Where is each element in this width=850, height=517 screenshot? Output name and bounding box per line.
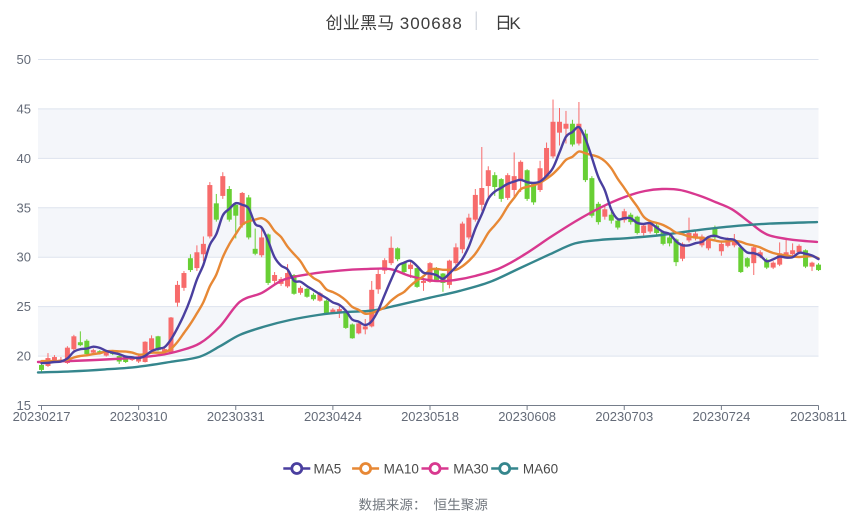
svg-text:15: 15 xyxy=(17,398,31,413)
svg-text:20230703: 20230703 xyxy=(595,409,653,424)
svg-text:30: 30 xyxy=(17,250,31,265)
svg-text:20230724: 20230724 xyxy=(692,409,750,424)
svg-text:20230608: 20230608 xyxy=(498,409,556,424)
svg-text:MA10: MA10 xyxy=(384,461,419,476)
svg-text:K: K xyxy=(509,14,521,33)
svg-text:35: 35 xyxy=(17,200,31,215)
svg-text:45: 45 xyxy=(17,101,31,116)
svg-text:20230424: 20230424 xyxy=(304,409,362,424)
svg-text:MA60: MA60 xyxy=(523,461,558,476)
svg-text:300688: 300688 xyxy=(400,14,462,33)
svg-text:20: 20 xyxy=(17,349,31,364)
svg-text:50: 50 xyxy=(17,52,31,67)
svg-text:25: 25 xyxy=(17,299,31,314)
svg-text:20230217: 20230217 xyxy=(13,409,71,424)
svg-text:MA30: MA30 xyxy=(453,461,488,476)
svg-text:40: 40 xyxy=(17,151,31,166)
svg-text:20230518: 20230518 xyxy=(401,409,459,424)
svg-text:20230310: 20230310 xyxy=(110,409,168,424)
svg-text:20230331: 20230331 xyxy=(207,409,265,424)
svg-text:MA5: MA5 xyxy=(314,461,342,476)
svg-text:20230811: 20230811 xyxy=(790,409,847,424)
